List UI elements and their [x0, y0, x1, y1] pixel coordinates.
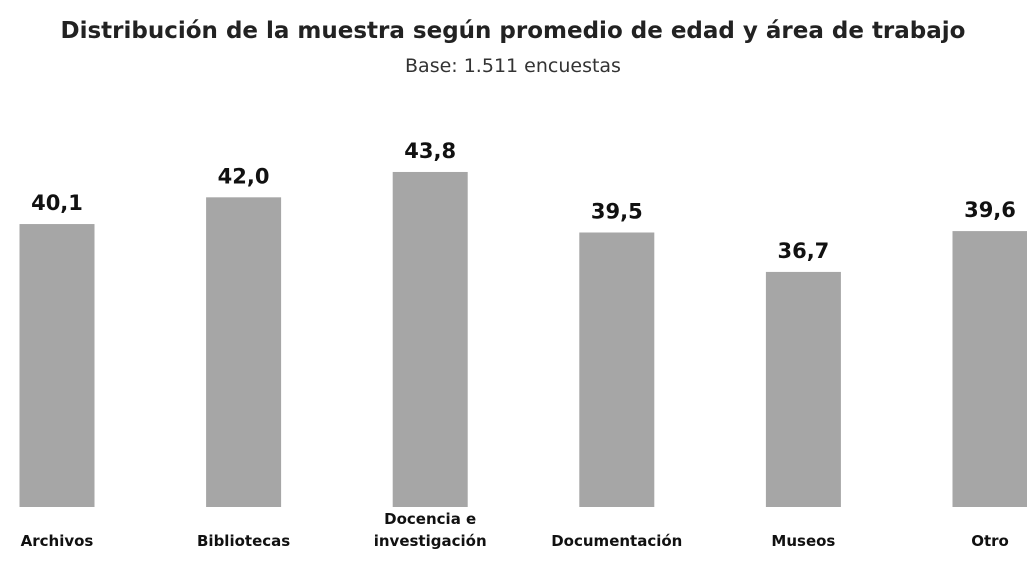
x-tick-label: Docencia e investigación [373, 510, 487, 550]
bar [579, 232, 655, 507]
data-label: 42,0 [218, 164, 270, 188]
bar [392, 171, 468, 507]
bar [206, 197, 282, 508]
bar [19, 224, 95, 508]
chart-subtitle: Base: 1.511 encuestas [405, 55, 621, 77]
bar [952, 231, 1027, 508]
x-tick-label: Archivos [20, 532, 94, 550]
data-label: 39,6 [964, 198, 1016, 222]
data-label: 40,1 [31, 191, 83, 215]
bar [765, 271, 841, 507]
x-tick-label: Bibliotecas [197, 532, 291, 550]
x-tick-label: Museos [771, 532, 836, 550]
data-label: 36,7 [777, 239, 829, 263]
x-tick-label: Otro [971, 532, 1009, 550]
chart-title: Distribución de la muestra según promedi… [61, 18, 966, 44]
x-tick-label: Documentación [551, 532, 683, 550]
data-label: 43,8 [404, 139, 456, 163]
data-label: 39,5 [591, 200, 643, 224]
